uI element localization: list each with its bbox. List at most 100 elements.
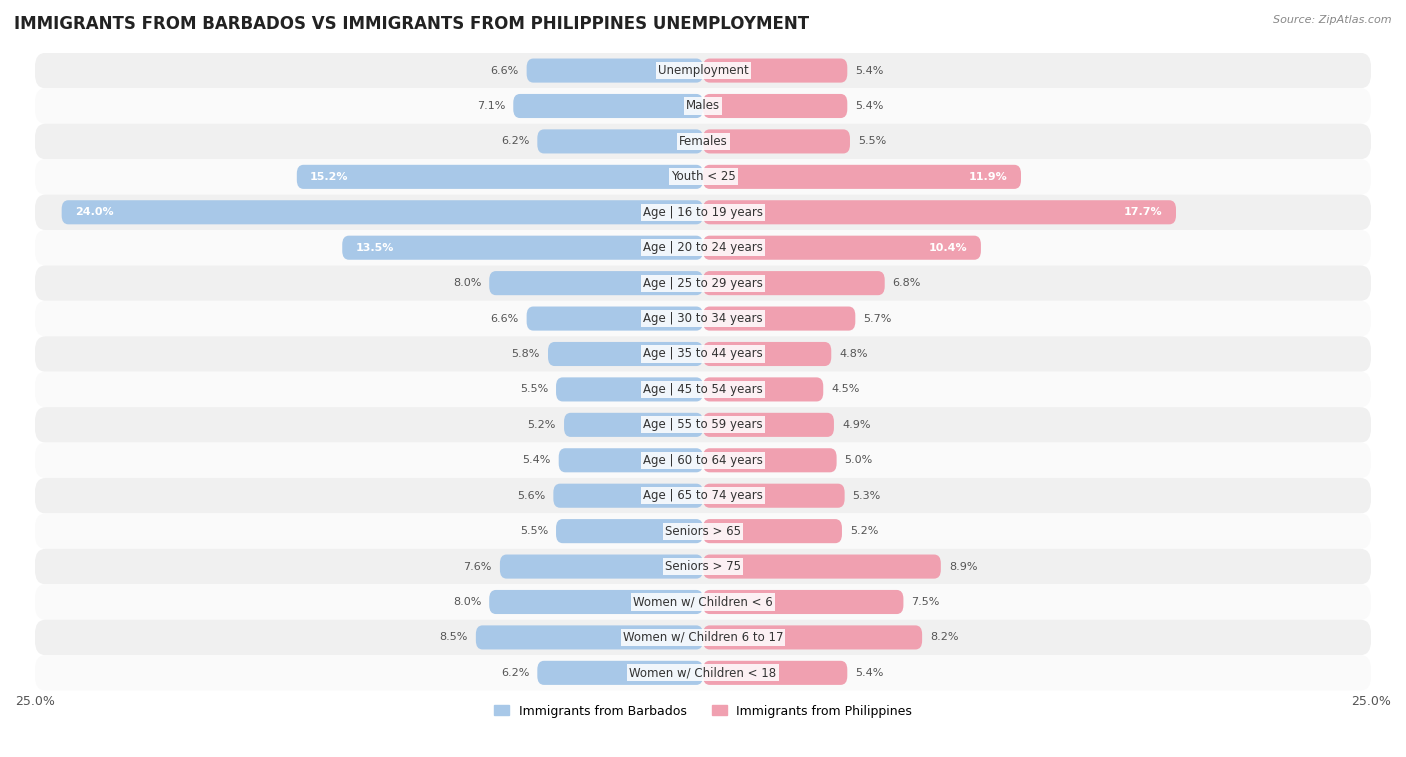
- Text: Age | 65 to 74 years: Age | 65 to 74 years: [643, 489, 763, 502]
- FancyBboxPatch shape: [703, 271, 884, 295]
- FancyBboxPatch shape: [703, 661, 848, 685]
- Text: 5.4%: 5.4%: [855, 66, 884, 76]
- FancyBboxPatch shape: [475, 625, 703, 650]
- FancyBboxPatch shape: [35, 655, 1371, 690]
- Text: 4.5%: 4.5%: [831, 385, 859, 394]
- Text: 4.8%: 4.8%: [839, 349, 868, 359]
- FancyBboxPatch shape: [527, 58, 703, 83]
- Text: 6.6%: 6.6%: [491, 66, 519, 76]
- Text: 5.5%: 5.5%: [520, 526, 548, 536]
- FancyBboxPatch shape: [554, 484, 703, 508]
- FancyBboxPatch shape: [35, 620, 1371, 655]
- FancyBboxPatch shape: [703, 519, 842, 544]
- Text: 7.6%: 7.6%: [464, 562, 492, 572]
- FancyBboxPatch shape: [537, 661, 703, 685]
- Text: 6.2%: 6.2%: [501, 136, 529, 146]
- Text: Women w/ Children 6 to 17: Women w/ Children 6 to 17: [623, 631, 783, 644]
- FancyBboxPatch shape: [342, 235, 703, 260]
- FancyBboxPatch shape: [35, 372, 1371, 407]
- Text: 5.0%: 5.0%: [845, 455, 873, 466]
- FancyBboxPatch shape: [703, 378, 824, 401]
- FancyBboxPatch shape: [703, 555, 941, 578]
- FancyBboxPatch shape: [35, 584, 1371, 620]
- Text: Age | 55 to 59 years: Age | 55 to 59 years: [643, 419, 763, 431]
- Text: 5.5%: 5.5%: [520, 385, 548, 394]
- FancyBboxPatch shape: [527, 307, 703, 331]
- FancyBboxPatch shape: [35, 266, 1371, 301]
- Text: 4.9%: 4.9%: [842, 420, 870, 430]
- Text: 15.2%: 15.2%: [311, 172, 349, 182]
- Text: Age | 25 to 29 years: Age | 25 to 29 years: [643, 276, 763, 290]
- FancyBboxPatch shape: [703, 165, 1021, 189]
- Text: 8.9%: 8.9%: [949, 562, 977, 572]
- Text: 24.0%: 24.0%: [75, 207, 114, 217]
- FancyBboxPatch shape: [555, 519, 703, 544]
- Text: IMMIGRANTS FROM BARBADOS VS IMMIGRANTS FROM PHILIPPINES UNEMPLOYMENT: IMMIGRANTS FROM BARBADOS VS IMMIGRANTS F…: [14, 15, 810, 33]
- Text: 5.7%: 5.7%: [863, 313, 891, 323]
- Text: 5.4%: 5.4%: [855, 668, 884, 678]
- FancyBboxPatch shape: [489, 271, 703, 295]
- FancyBboxPatch shape: [489, 590, 703, 614]
- FancyBboxPatch shape: [35, 478, 1371, 513]
- FancyBboxPatch shape: [35, 230, 1371, 266]
- FancyBboxPatch shape: [703, 342, 831, 366]
- Text: Females: Females: [679, 135, 727, 148]
- Text: 8.0%: 8.0%: [453, 597, 481, 607]
- Text: Source: ZipAtlas.com: Source: ZipAtlas.com: [1274, 15, 1392, 25]
- Text: 11.9%: 11.9%: [969, 172, 1008, 182]
- Text: 8.5%: 8.5%: [440, 632, 468, 643]
- FancyBboxPatch shape: [703, 484, 845, 508]
- FancyBboxPatch shape: [555, 378, 703, 401]
- Text: 8.0%: 8.0%: [453, 278, 481, 288]
- FancyBboxPatch shape: [297, 165, 703, 189]
- Text: 13.5%: 13.5%: [356, 243, 394, 253]
- Text: Age | 60 to 64 years: Age | 60 to 64 years: [643, 453, 763, 467]
- Text: 5.6%: 5.6%: [517, 491, 546, 500]
- Text: Age | 30 to 34 years: Age | 30 to 34 years: [643, 312, 763, 325]
- Text: Males: Males: [686, 99, 720, 113]
- Text: 5.4%: 5.4%: [522, 455, 551, 466]
- Text: 5.2%: 5.2%: [527, 420, 555, 430]
- FancyBboxPatch shape: [35, 513, 1371, 549]
- Text: 5.3%: 5.3%: [852, 491, 882, 500]
- FancyBboxPatch shape: [703, 625, 922, 650]
- Text: Women w/ Children < 18: Women w/ Children < 18: [630, 666, 776, 679]
- Text: Age | 45 to 54 years: Age | 45 to 54 years: [643, 383, 763, 396]
- FancyBboxPatch shape: [703, 94, 848, 118]
- Text: Age | 35 to 44 years: Age | 35 to 44 years: [643, 347, 763, 360]
- FancyBboxPatch shape: [35, 53, 1371, 89]
- Legend: Immigrants from Barbados, Immigrants from Philippines: Immigrants from Barbados, Immigrants fro…: [489, 699, 917, 723]
- Text: Youth < 25: Youth < 25: [671, 170, 735, 183]
- FancyBboxPatch shape: [35, 301, 1371, 336]
- FancyBboxPatch shape: [35, 195, 1371, 230]
- FancyBboxPatch shape: [703, 590, 904, 614]
- Text: 5.2%: 5.2%: [851, 526, 879, 536]
- FancyBboxPatch shape: [501, 555, 703, 578]
- Text: 10.4%: 10.4%: [929, 243, 967, 253]
- FancyBboxPatch shape: [548, 342, 703, 366]
- Text: 5.8%: 5.8%: [512, 349, 540, 359]
- FancyBboxPatch shape: [703, 58, 848, 83]
- FancyBboxPatch shape: [558, 448, 703, 472]
- Text: 8.2%: 8.2%: [931, 632, 959, 643]
- Text: 7.5%: 7.5%: [911, 597, 939, 607]
- Text: 6.8%: 6.8%: [893, 278, 921, 288]
- FancyBboxPatch shape: [35, 89, 1371, 123]
- FancyBboxPatch shape: [703, 235, 981, 260]
- Text: 17.7%: 17.7%: [1123, 207, 1163, 217]
- FancyBboxPatch shape: [703, 129, 851, 154]
- Text: 6.6%: 6.6%: [491, 313, 519, 323]
- FancyBboxPatch shape: [35, 549, 1371, 584]
- FancyBboxPatch shape: [35, 443, 1371, 478]
- Text: Women w/ Children < 6: Women w/ Children < 6: [633, 596, 773, 609]
- FancyBboxPatch shape: [703, 307, 855, 331]
- FancyBboxPatch shape: [62, 201, 703, 224]
- FancyBboxPatch shape: [35, 407, 1371, 443]
- Text: 5.5%: 5.5%: [858, 136, 886, 146]
- Text: 6.2%: 6.2%: [501, 668, 529, 678]
- FancyBboxPatch shape: [564, 413, 703, 437]
- Text: 5.4%: 5.4%: [855, 101, 884, 111]
- FancyBboxPatch shape: [703, 413, 834, 437]
- Text: Age | 16 to 19 years: Age | 16 to 19 years: [643, 206, 763, 219]
- Text: Seniors > 75: Seniors > 75: [665, 560, 741, 573]
